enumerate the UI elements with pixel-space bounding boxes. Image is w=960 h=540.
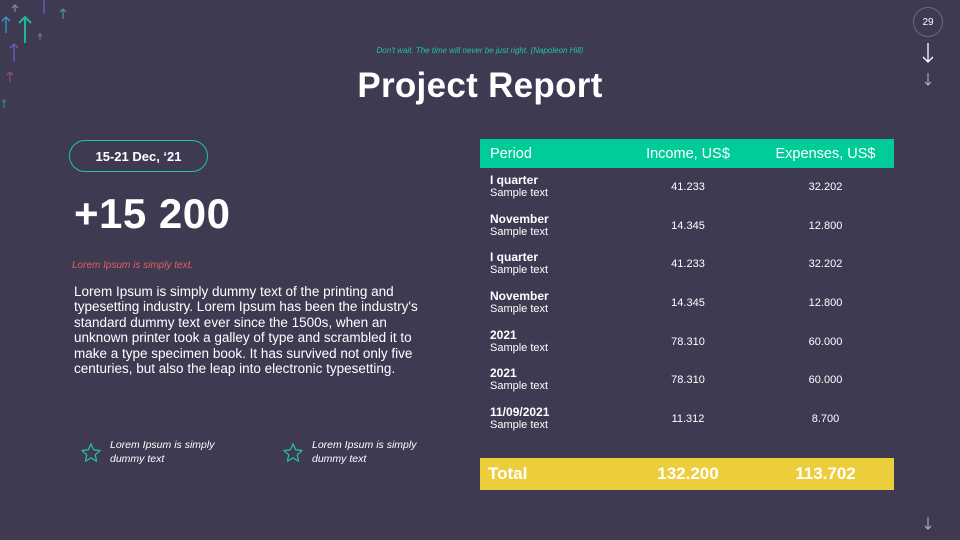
income-value: 41.233 [671, 181, 705, 194]
period-label: November [490, 211, 549, 226]
period-sub: Sample text [490, 380, 549, 393]
income-value: 11.312 [671, 412, 705, 425]
arrow-down-small-icon[interactable] [923, 72, 933, 86]
total-expenses: 113.702 [795, 464, 856, 483]
feature-text: Lorem Ipsum is simply dummy text [312, 439, 417, 465]
table-row: I quarter Sample text 41.233 32.202 [480, 168, 894, 207]
period-sub: Sample text [490, 418, 549, 431]
income-value: 14.345 [671, 297, 705, 310]
page-number-badge: 29 [913, 7, 943, 37]
period-sub: Sample text [490, 303, 549, 316]
arrow-down-bottom-icon[interactable] [923, 516, 933, 530]
quote-text: Don't wait. The time will never be just … [376, 46, 584, 55]
header-income: Income, US$ [646, 145, 730, 162]
total-income: 132.200 [657, 464, 719, 483]
table-row: I quarter Sample text 41.233 32.202 [480, 245, 894, 284]
total-label: Total [488, 464, 528, 483]
period-label: November [490, 289, 549, 304]
date-range-pill[interactable]: 15-21 Dec, ‘21 [69, 140, 208, 172]
total-row: Total 132.200 113.702 [480, 458, 894, 490]
feature-item: Lorem Ipsum is simply dummy text [80, 438, 230, 466]
page-title: Project Report [357, 66, 603, 105]
star-icon [81, 443, 101, 462]
income-value: 78.310 [671, 374, 705, 387]
header-period: Period [490, 145, 532, 162]
period-label: 2021 [490, 366, 517, 381]
expenses-value: 60.000 [808, 374, 843, 387]
period-sub: Sample text [490, 225, 549, 238]
decorative-arrows-icon [1, 0, 67, 108]
feature-item: Lorem Ipsum is simply dummy text [282, 438, 432, 466]
income-value: 78.310 [671, 335, 705, 348]
period-label: I quarter [490, 173, 539, 188]
expenses-value: 8.700 [811, 412, 840, 425]
page-number: 29 [922, 16, 934, 28]
report-table: Period Income, US$ Expenses, US$ I quart… [480, 139, 894, 438]
star-icon [283, 443, 303, 462]
period-sub: Sample text [490, 187, 549, 200]
table-row: 2021 Sample text 78.310 60.000 [480, 322, 894, 361]
income-value: 14.345 [671, 219, 705, 232]
table-row: 2021 Sample text 78.310 60.000 [480, 361, 894, 400]
period-label: 11/09/2021 [490, 404, 550, 419]
body-paragraph: Lorem Ipsum is simply dummy text of the … [74, 284, 418, 377]
expenses-value: 32.202 [808, 258, 843, 271]
headline-number: +15 200 [74, 190, 231, 237]
caption-text: Lorem Ipsum is simply text. [72, 260, 194, 271]
table-header: Period Income, US$ Expenses, US$ [480, 139, 894, 168]
table-row: November Sample text 14.345 12.800 [480, 207, 894, 246]
arrow-down-icon[interactable] [921, 42, 935, 64]
expenses-value: 60.000 [808, 335, 843, 348]
expenses-value: 12.800 [808, 219, 843, 232]
period-sub: Sample text [490, 264, 549, 277]
income-value: 41.233 [671, 258, 705, 271]
header-expenses: Expenses, US$ [775, 145, 876, 162]
table-row: November Sample text 14.345 12.800 [480, 284, 894, 323]
feature-text: Lorem Ipsum is simply dummy text [110, 439, 215, 465]
date-range-label: 15-21 Dec, ‘21 [95, 148, 182, 164]
period-label: 2021 [490, 327, 517, 342]
table-row: 11/09/2021 Sample text 11.312 8.700 [480, 400, 894, 439]
period-sub: Sample text [490, 341, 549, 354]
expenses-value: 12.800 [808, 297, 843, 310]
expenses-value: 32.202 [808, 181, 843, 194]
period-label: I quarter [490, 250, 539, 265]
